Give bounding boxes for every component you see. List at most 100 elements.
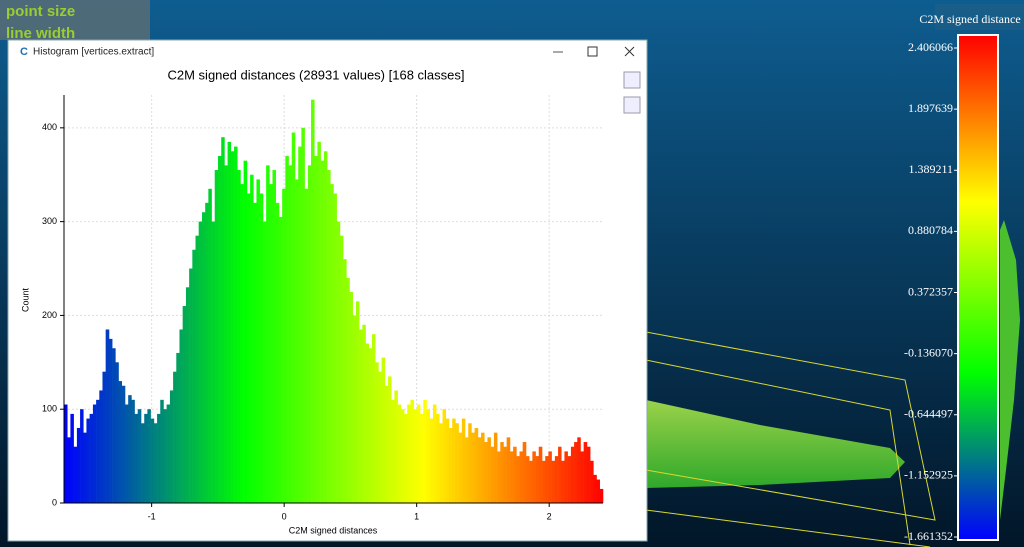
bar bbox=[366, 344, 369, 503]
bar bbox=[269, 184, 272, 503]
bar bbox=[99, 390, 102, 503]
scalar-bar-label: -0.644497 bbox=[904, 407, 953, 421]
y-tick-label: 200 bbox=[42, 310, 57, 320]
bar bbox=[398, 405, 402, 503]
bar bbox=[199, 222, 203, 503]
bar bbox=[532, 451, 535, 503]
scalar-bar-label: -1.152925 bbox=[904, 468, 953, 482]
bar bbox=[131, 400, 134, 503]
bar bbox=[523, 442, 527, 503]
bar bbox=[520, 451, 523, 503]
app-icon: C bbox=[20, 46, 28, 58]
bar bbox=[244, 161, 248, 503]
bar bbox=[279, 217, 282, 503]
overlay-label: point size bbox=[6, 3, 75, 20]
bar bbox=[128, 395, 131, 503]
bar bbox=[205, 203, 208, 503]
bar bbox=[186, 287, 189, 503]
bar bbox=[516, 456, 519, 503]
bar bbox=[600, 489, 604, 503]
x-tick-label: 1 bbox=[414, 511, 419, 521]
bar bbox=[298, 147, 301, 503]
bar bbox=[369, 348, 373, 503]
chart-title: C2M signed distances (28931 values) [168… bbox=[168, 67, 465, 82]
bar bbox=[266, 165, 269, 503]
bar bbox=[372, 334, 375, 503]
scalar-bar-label: 0.880784 bbox=[908, 223, 953, 237]
bar bbox=[80, 409, 83, 503]
bar bbox=[138, 409, 142, 503]
bar bbox=[86, 419, 89, 503]
bar bbox=[394, 390, 397, 503]
y-tick-label: 0 bbox=[52, 497, 57, 507]
bar bbox=[90, 414, 94, 503]
bar bbox=[580, 451, 583, 503]
bar bbox=[513, 447, 516, 503]
bar bbox=[587, 447, 590, 503]
bar bbox=[423, 400, 426, 503]
bar bbox=[420, 414, 423, 503]
bar bbox=[491, 447, 495, 503]
bar bbox=[135, 414, 138, 503]
bar bbox=[401, 409, 404, 503]
bar bbox=[346, 278, 349, 503]
x-tick-label: 0 bbox=[282, 511, 287, 521]
bar bbox=[385, 386, 388, 503]
bar bbox=[459, 433, 463, 503]
bar bbox=[481, 433, 484, 503]
bar bbox=[179, 329, 182, 503]
bar bbox=[378, 372, 381, 503]
bar bbox=[571, 447, 574, 503]
screen: point size line width C2M signed distanc… bbox=[0, 0, 1024, 547]
bar bbox=[359, 329, 362, 503]
page: point size line width C2M signed distanc… bbox=[0, 0, 1024, 547]
bar bbox=[487, 437, 490, 503]
bar bbox=[228, 142, 231, 503]
bar bbox=[192, 250, 195, 503]
bar bbox=[250, 175, 253, 503]
bar bbox=[333, 193, 336, 503]
bar bbox=[64, 405, 67, 503]
bar bbox=[340, 236, 343, 503]
bar bbox=[433, 405, 436, 503]
bar bbox=[500, 442, 503, 503]
bar bbox=[292, 133, 296, 503]
bar bbox=[311, 100, 314, 503]
bar bbox=[443, 409, 446, 503]
bar bbox=[414, 409, 418, 503]
bar bbox=[202, 212, 205, 503]
bar bbox=[282, 189, 285, 503]
bar bbox=[314, 156, 317, 503]
bar bbox=[289, 165, 292, 503]
bar bbox=[253, 203, 256, 503]
y-axis-label: Count bbox=[20, 288, 30, 313]
export-image-button[interactable] bbox=[624, 97, 640, 113]
bar bbox=[272, 170, 275, 503]
x-tick-label: -1 bbox=[148, 511, 156, 521]
bar bbox=[83, 433, 86, 503]
bar bbox=[260, 193, 264, 503]
bar bbox=[157, 414, 160, 503]
bar bbox=[529, 461, 532, 503]
bar bbox=[247, 193, 250, 503]
scalar-bar-label: 2.406066 bbox=[908, 40, 953, 54]
bar bbox=[263, 222, 266, 503]
bar bbox=[196, 236, 199, 503]
bar bbox=[503, 447, 506, 503]
bar bbox=[478, 437, 481, 503]
scalar-bar-label: -0.136070 bbox=[904, 345, 953, 359]
bar bbox=[577, 437, 580, 503]
bar bbox=[564, 451, 567, 503]
bar bbox=[507, 437, 511, 503]
bar bbox=[568, 456, 572, 503]
bar bbox=[353, 315, 357, 503]
bar bbox=[536, 456, 539, 503]
bar bbox=[115, 362, 118, 503]
export-csv-button[interactable] bbox=[624, 72, 640, 88]
bar bbox=[375, 362, 378, 503]
scalar-bar-label: 1.897639 bbox=[908, 101, 953, 115]
bar bbox=[301, 128, 304, 503]
bar bbox=[256, 179, 259, 503]
y-tick-label: 300 bbox=[42, 216, 57, 226]
bar bbox=[471, 433, 474, 503]
